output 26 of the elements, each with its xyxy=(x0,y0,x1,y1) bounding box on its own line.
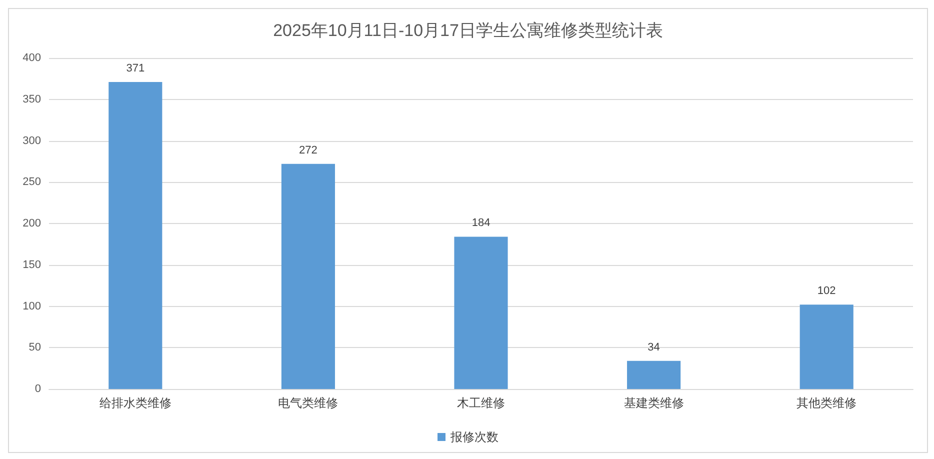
y-tick-label: 150 xyxy=(22,258,41,271)
y-tick-label: 100 xyxy=(22,300,41,312)
bar xyxy=(800,304,854,389)
y-tick-label: 400 xyxy=(22,52,41,64)
legend-label: 报修次数 xyxy=(450,430,498,444)
data-label: 272 xyxy=(299,144,318,156)
data-label: 184 xyxy=(472,217,490,230)
y-tick-label: 50 xyxy=(28,342,41,354)
data-label: 34 xyxy=(648,341,660,354)
x-tick-label: 木工维修 xyxy=(457,396,505,410)
x-tick-label: 基建类维修 xyxy=(624,396,684,410)
chart-title: 2025年10月11日-10月17日学生公寓维修类型统计表 xyxy=(273,21,663,40)
bar xyxy=(454,236,508,389)
y-tick-label: 300 xyxy=(22,134,41,147)
bar xyxy=(108,82,162,389)
x-tick-label: 电气类维修 xyxy=(278,396,338,410)
x-tick-label: 给排水类维修 xyxy=(99,396,172,410)
y-tick-label: 200 xyxy=(22,218,41,230)
y-tick-label: 250 xyxy=(22,176,41,188)
bar xyxy=(627,360,681,389)
y-tick-label: 0 xyxy=(34,383,41,395)
data-label: 371 xyxy=(126,62,145,74)
bar xyxy=(281,164,335,389)
x-tick-label: 其他类维修 xyxy=(796,396,857,410)
data-label: 102 xyxy=(817,285,836,298)
y-tick-label: 350 xyxy=(22,93,41,106)
